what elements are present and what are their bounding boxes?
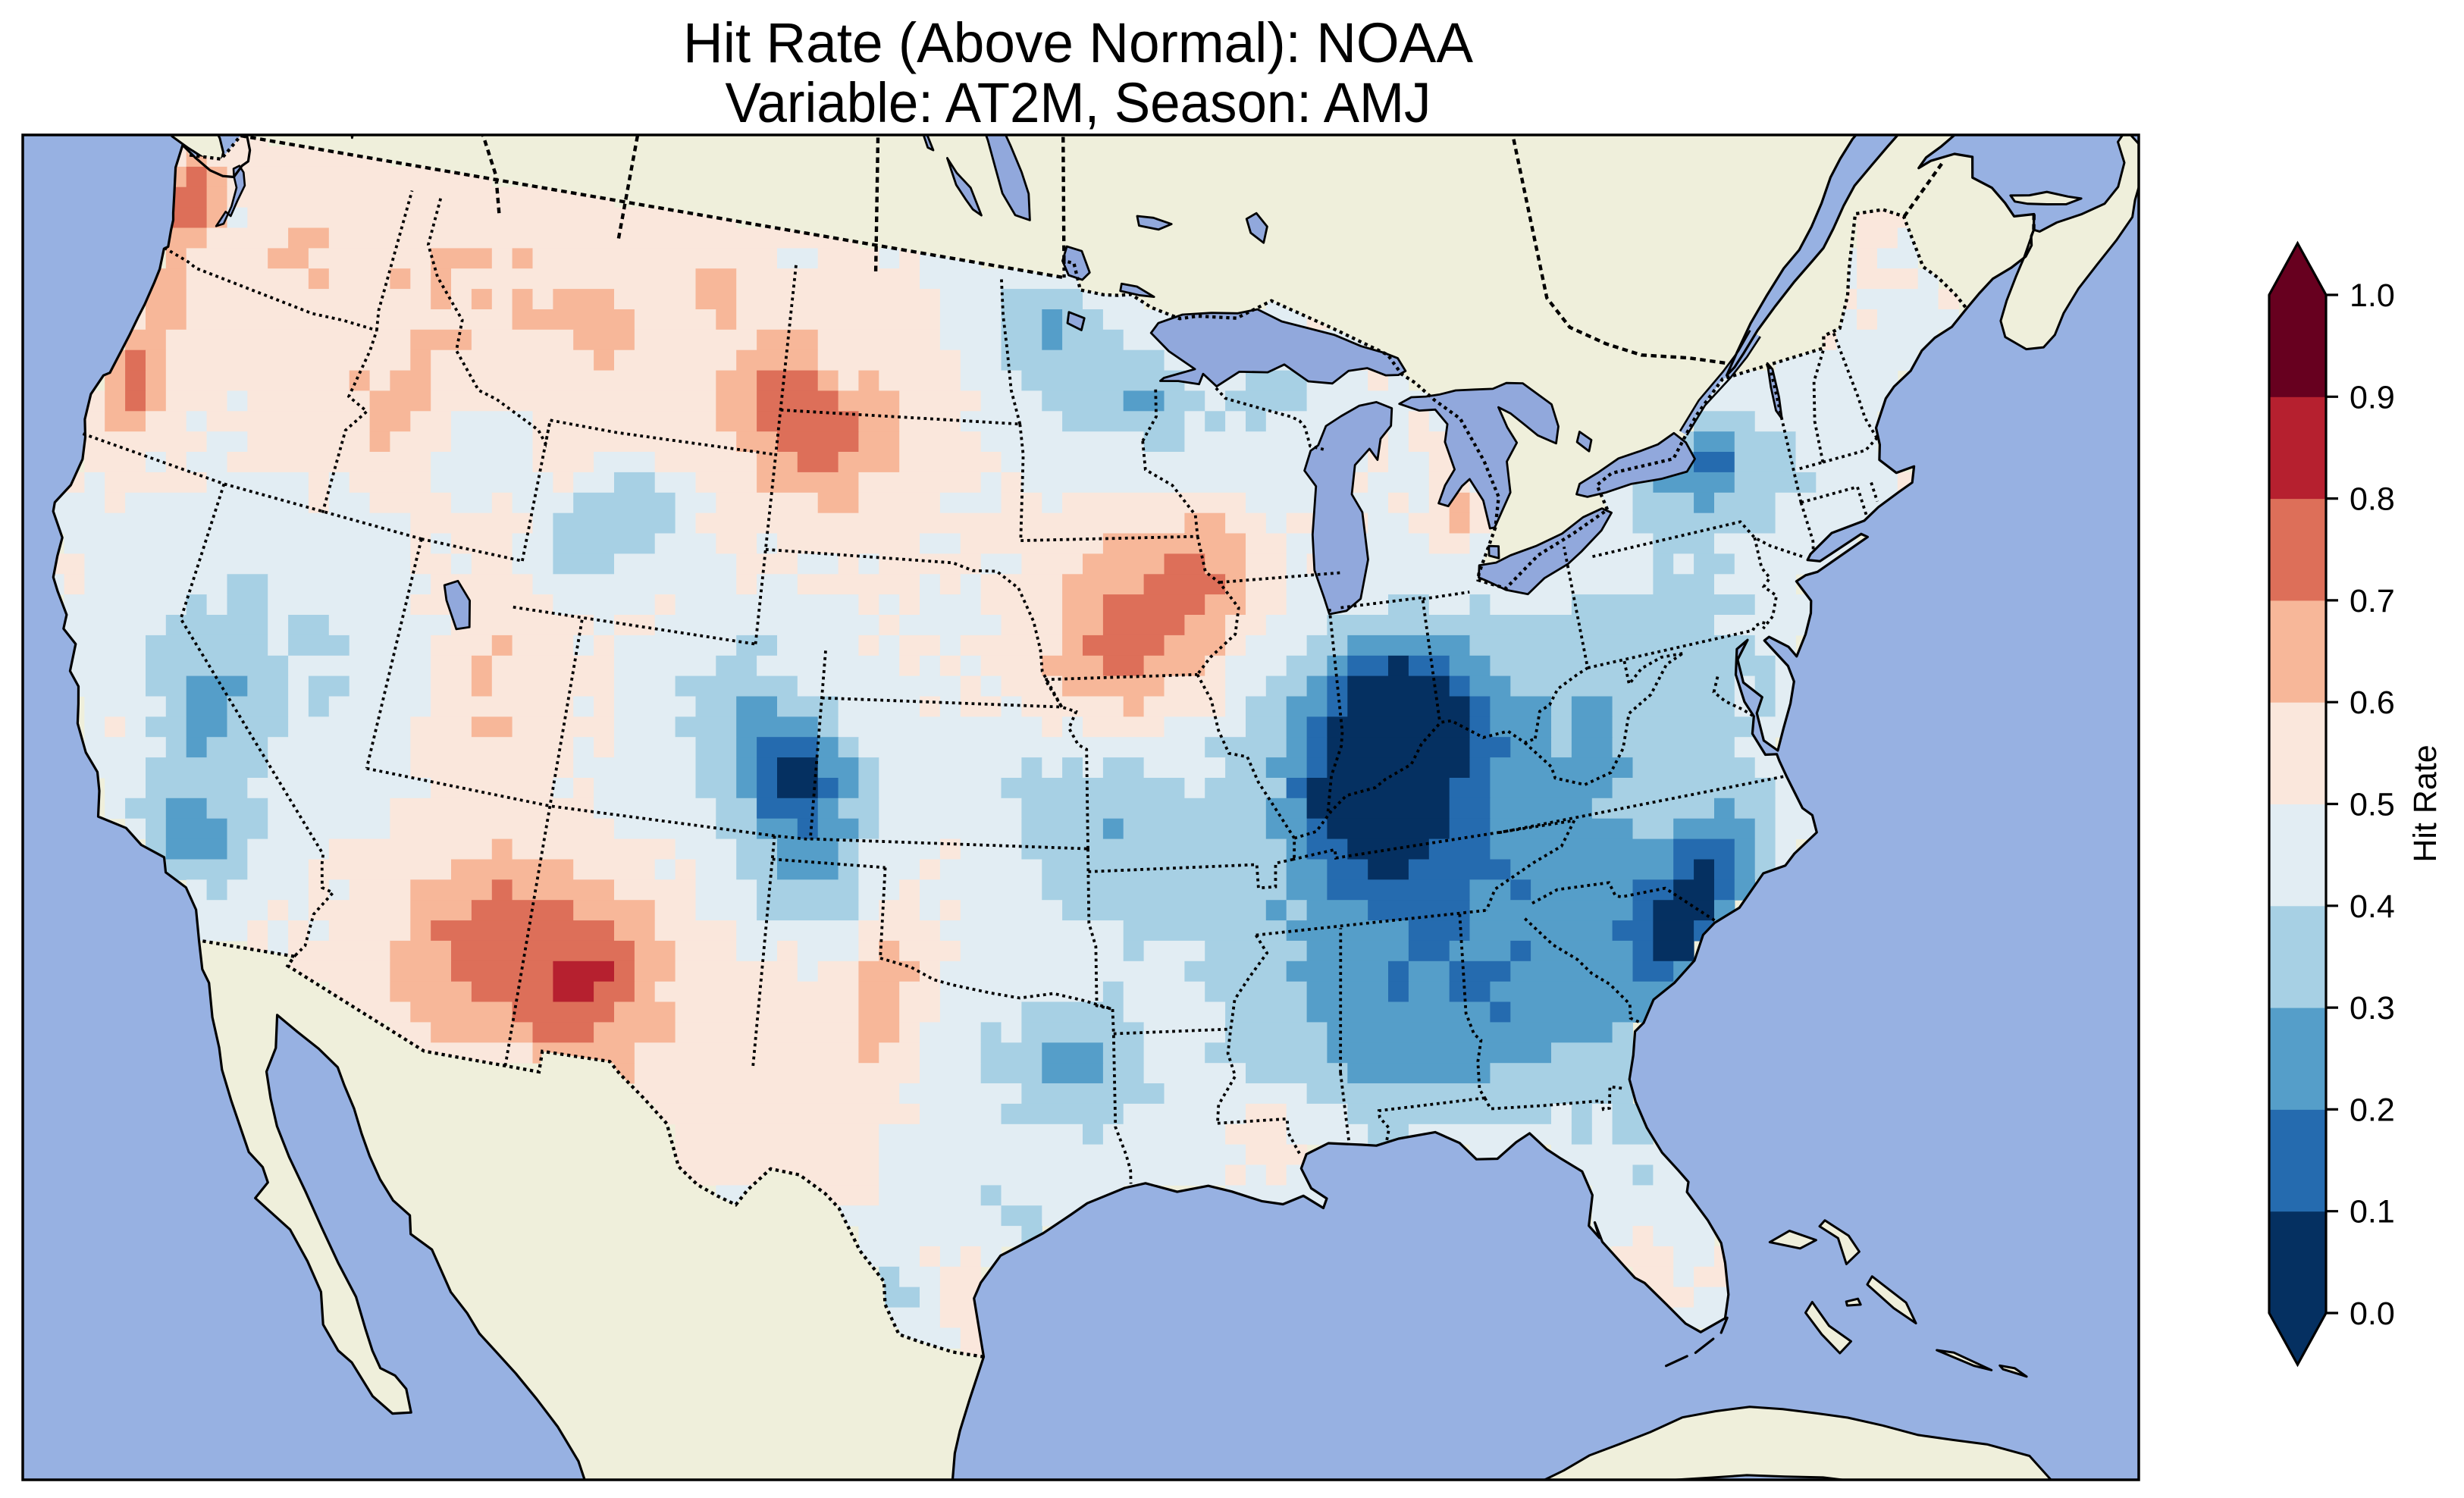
svg-text:0.0: 0.0 xyxy=(2350,1296,2395,1332)
svg-text:0.8: 0.8 xyxy=(2350,481,2395,518)
svg-text:0.4: 0.4 xyxy=(2350,888,2395,925)
svg-text:1.0: 1.0 xyxy=(2350,277,2395,314)
svg-text:0.5: 0.5 xyxy=(2350,787,2395,823)
svg-text:Hit Rate: Hit Rate xyxy=(2407,744,2444,862)
svg-text:Hit Rate (Above Normal): NOAA: Hit Rate (Above Normal): NOAA xyxy=(683,11,1474,74)
svg-text:0.2: 0.2 xyxy=(2350,1092,2395,1128)
svg-text:0.7: 0.7 xyxy=(2350,583,2395,619)
svg-text:Variable: AT2M, Season: AMJ: Variable: AT2M, Season: AMJ xyxy=(726,71,1431,134)
svg-text:0.1: 0.1 xyxy=(2350,1194,2395,1230)
svg-text:0.6: 0.6 xyxy=(2350,685,2395,721)
svg-text:0.9: 0.9 xyxy=(2350,379,2395,415)
svg-text:0.3: 0.3 xyxy=(2350,990,2395,1026)
